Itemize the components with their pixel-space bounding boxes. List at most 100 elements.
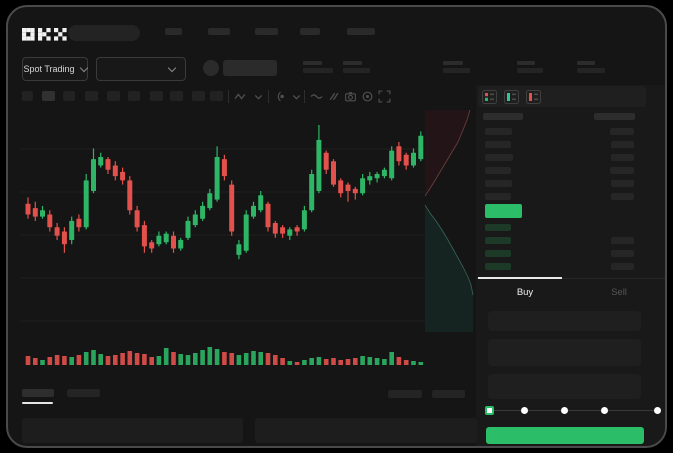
ask-size-bar (485, 193, 511, 200)
nav-item-4[interactable] (347, 28, 375, 35)
timeframe-button-7[interactable] (170, 91, 183, 101)
timeframe-button-0[interactable] (22, 91, 33, 101)
bid-price-bar (611, 263, 634, 270)
tab-sell[interactable]: Sell (574, 282, 664, 302)
ask-size-bar (485, 141, 511, 148)
okx-logo[interactable] (22, 28, 68, 41)
sell-tab-label: Sell (611, 286, 627, 298)
candle-indicator-icon[interactable] (274, 90, 287, 103)
orderbook-header-right (594, 113, 635, 120)
bid-row-2[interactable] (478, 249, 658, 260)
active-tab-indicator (478, 277, 562, 279)
slider-handle[interactable] (484, 405, 494, 415)
pair-name-placeholder (223, 60, 277, 76)
orderbook-header-left (483, 113, 523, 120)
bid-row-0[interactable] (478, 223, 658, 234)
fullscreen-icon[interactable] (378, 90, 391, 103)
bottom-tab-0[interactable] (22, 389, 54, 397)
ask-row-4[interactable] (478, 179, 658, 190)
bottom-content-panel-1 (255, 418, 477, 443)
amount-slider[interactable] (484, 403, 661, 417)
pair-dropdown[interactable] (96, 57, 186, 81)
tab-buy[interactable]: Buy (476, 282, 574, 302)
order-field-1[interactable] (488, 339, 641, 366)
book-bids-icon[interactable] (504, 90, 519, 104)
bid-size-bar (485, 224, 511, 231)
ask-price-bar (610, 167, 634, 174)
compare-icon[interactable] (327, 90, 340, 103)
settings-icon[interactable] (361, 90, 374, 103)
zigzag-indicator-icon[interactable] (234, 90, 247, 103)
market-type-dropdown[interactable]: Spot Trading (22, 57, 88, 81)
ask-price-bar (611, 154, 634, 161)
stat-1-value (343, 68, 370, 73)
timeframe-button-5[interactable] (128, 91, 140, 101)
ask-row-2[interactable] (478, 153, 658, 164)
book-asks-icon[interactable] (526, 90, 541, 104)
ask-size-bar (485, 128, 512, 135)
chevron-down-icon[interactable] (252, 90, 265, 103)
ask-price-bar (611, 193, 634, 200)
line-style-icon[interactable] (310, 90, 323, 103)
ask-size-bar (485, 167, 511, 174)
slider-step-4[interactable] (653, 406, 661, 414)
ask-size-bar (485, 154, 513, 161)
timeframe-button-2[interactable] (63, 91, 75, 101)
nav-item-0[interactable] (165, 28, 182, 35)
ask-price-bar (611, 180, 634, 187)
ask-row-3[interactable] (478, 166, 658, 177)
nav-item-1[interactable] (208, 28, 230, 35)
slider-step-1[interactable] (520, 406, 528, 414)
ask-row-1[interactable] (478, 140, 658, 151)
book-combined-icon[interactable] (482, 90, 497, 104)
stat-4-label (577, 61, 595, 65)
timeframe-button-3[interactable] (85, 91, 98, 101)
camera-icon[interactable] (344, 90, 357, 103)
order-field-0[interactable] (488, 311, 641, 331)
ask-size-bar (485, 180, 512, 187)
stat-3-label (517, 61, 535, 65)
buy-submit-button[interactable] (486, 427, 644, 444)
nav-item-3[interactable] (300, 28, 320, 35)
orderbook-toolbar-bg (478, 86, 646, 107)
timeframe-button-9[interactable] (210, 91, 223, 101)
candlestick-chart[interactable] (18, 108, 428, 370)
bid-row-3[interactable] (478, 262, 658, 273)
trade-tabs-divider (476, 278, 665, 279)
bid-row-1[interactable] (478, 236, 658, 247)
slider-step-3[interactable] (601, 406, 609, 414)
bottom-action-0[interactable] (388, 390, 422, 398)
ask-row-0[interactable] (478, 127, 658, 138)
order-field-2[interactable] (488, 374, 641, 399)
orderbook-view-toggles (482, 90, 552, 105)
stat-2-value (443, 68, 470, 73)
search-input[interactable] (68, 25, 140, 41)
chevron-down-icon (167, 63, 177, 72)
buy-tab-label: Buy (516, 286, 534, 298)
ask-price-bar (610, 128, 634, 135)
depth-chart (424, 109, 474, 332)
device-frame: Spot Trading (6, 5, 667, 448)
last-price-bar[interactable] (485, 204, 522, 218)
chevron-down-icon[interactable] (290, 90, 303, 103)
ask-row-5[interactable] (478, 192, 658, 203)
stat-1-label (343, 61, 362, 65)
slider-step-2[interactable] (561, 406, 569, 414)
stat-0-value (303, 68, 333, 73)
stat-4-value (577, 68, 605, 73)
slider-track (489, 409, 657, 411)
timeframe-button-6[interactable] (150, 91, 163, 101)
timeframe-button-8[interactable] (192, 91, 205, 101)
stat-2-label (443, 61, 463, 65)
nav-item-2[interactable] (255, 28, 278, 35)
bottom-action-1[interactable] (432, 390, 465, 398)
market-type-label: Spot Trading (23, 64, 75, 74)
timeframe-button-1[interactable] (42, 91, 55, 101)
bottom-tab-1[interactable] (67, 389, 100, 397)
coin-icon (203, 60, 219, 76)
active-bottom-tab-underline (22, 401, 53, 404)
navbar (8, 14, 665, 50)
timeframe-button-4[interactable] (107, 91, 120, 101)
bid-size-bar (485, 250, 511, 257)
ask-price-bar (611, 141, 634, 148)
